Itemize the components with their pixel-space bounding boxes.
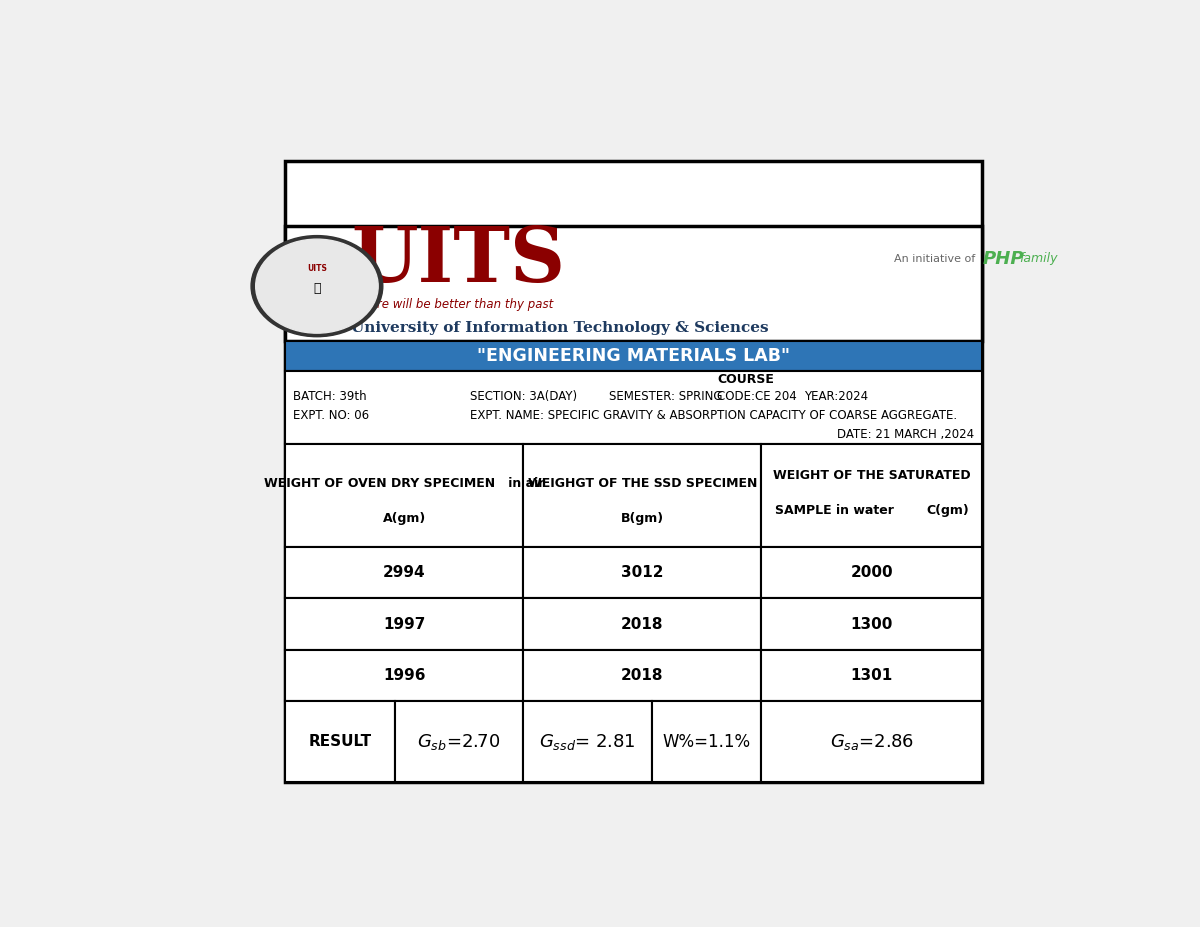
Text: family: family (1019, 252, 1057, 265)
Text: Future will be better than thy past: Future will be better than thy past (352, 298, 553, 311)
Text: EXPT. NAME: SPECIFIC GRAVITY & ABSORPTION CAPACITY OF COARSE AGGREGATE.: EXPT. NAME: SPECIFIC GRAVITY & ABSORPTIO… (469, 409, 956, 422)
Text: WEIGHGT OF THE SSD SPECIMEN: WEIGHGT OF THE SSD SPECIMEN (528, 476, 757, 489)
Text: C(gm): C(gm) (926, 504, 970, 517)
Circle shape (251, 235, 383, 337)
FancyBboxPatch shape (523, 702, 652, 782)
FancyBboxPatch shape (652, 702, 761, 782)
FancyBboxPatch shape (523, 547, 761, 599)
FancyBboxPatch shape (284, 226, 983, 341)
Text: COURSE: COURSE (718, 374, 774, 387)
FancyBboxPatch shape (395, 702, 523, 782)
FancyBboxPatch shape (284, 650, 523, 702)
FancyBboxPatch shape (284, 444, 523, 547)
FancyBboxPatch shape (761, 650, 983, 702)
Text: $G_{sb}$=2.70: $G_{sb}$=2.70 (418, 731, 500, 752)
Text: 2018: 2018 (622, 616, 664, 631)
Text: UITS: UITS (352, 224, 565, 298)
Text: BATCH: 39th: BATCH: 39th (293, 390, 367, 403)
Text: B(gm): B(gm) (620, 512, 664, 525)
FancyBboxPatch shape (284, 599, 523, 650)
FancyBboxPatch shape (761, 444, 983, 547)
Circle shape (256, 239, 378, 333)
FancyBboxPatch shape (523, 444, 761, 547)
Text: 1300: 1300 (851, 616, 893, 631)
Text: WEIGHT OF OVEN DRY SPECIMEN   in air: WEIGHT OF OVEN DRY SPECIMEN in air (264, 476, 545, 489)
Text: UITS: UITS (307, 264, 326, 273)
FancyBboxPatch shape (284, 161, 983, 782)
Text: 3012: 3012 (622, 565, 664, 580)
Text: CODE:CE 204: CODE:CE 204 (718, 390, 797, 403)
FancyBboxPatch shape (284, 371, 983, 444)
Text: $G_{ssd}$= 2.81: $G_{ssd}$= 2.81 (540, 731, 636, 752)
FancyBboxPatch shape (761, 599, 983, 650)
FancyBboxPatch shape (761, 547, 983, 599)
Text: 2000: 2000 (851, 565, 893, 580)
Text: 2018: 2018 (622, 668, 664, 683)
Text: 1997: 1997 (383, 616, 425, 631)
Text: SEMESTER: SPRING: SEMESTER: SPRING (610, 390, 722, 403)
Text: An initiative of: An initiative of (894, 254, 979, 263)
Text: W%=1.1%: W%=1.1% (662, 733, 751, 751)
Text: SECTION: 3A(DAY): SECTION: 3A(DAY) (469, 390, 577, 403)
Text: EXPT. NO: 06: EXPT. NO: 06 (293, 409, 370, 422)
Text: A(gm): A(gm) (383, 512, 426, 525)
Text: $G_{sa}$=2.86: $G_{sa}$=2.86 (829, 731, 914, 752)
Text: 📖: 📖 (313, 282, 320, 295)
Text: 2994: 2994 (383, 565, 426, 580)
FancyBboxPatch shape (761, 702, 983, 782)
Text: YEAR:2024: YEAR:2024 (804, 390, 869, 403)
Text: RESULT: RESULT (308, 734, 371, 749)
Text: PHP: PHP (983, 249, 1024, 268)
FancyBboxPatch shape (523, 599, 761, 650)
Text: SAMPLE in water: SAMPLE in water (774, 504, 893, 517)
FancyBboxPatch shape (523, 650, 761, 702)
Text: University of Information Technology & Sciences: University of Information Technology & S… (352, 321, 769, 335)
FancyBboxPatch shape (284, 341, 983, 371)
Text: "ENGINEERING MATERIALS LAB": "ENGINEERING MATERIALS LAB" (478, 348, 790, 365)
FancyBboxPatch shape (284, 702, 395, 782)
FancyBboxPatch shape (284, 547, 523, 599)
Text: DATE: 21 MARCH ,2024: DATE: 21 MARCH ,2024 (836, 428, 974, 441)
Text: WEIGHT OF THE SATURATED: WEIGHT OF THE SATURATED (773, 469, 971, 482)
Text: 1996: 1996 (383, 668, 425, 683)
Text: 1301: 1301 (851, 668, 893, 683)
